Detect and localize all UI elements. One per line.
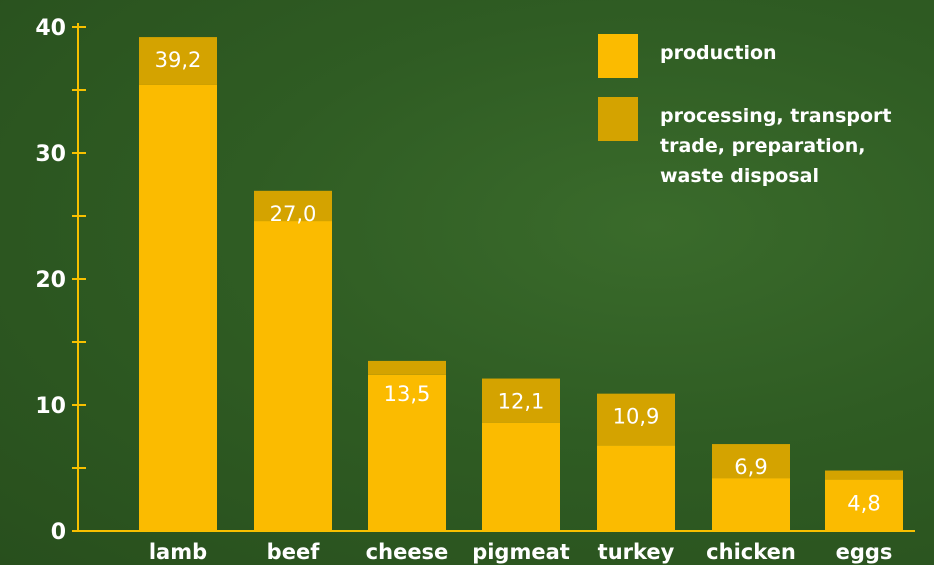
legend-swatch-1	[598, 34, 638, 78]
legend-text-2: processing, transport	[660, 105, 891, 127]
category-label-turkey: turkey	[598, 540, 675, 564]
y-tick-label: 30	[35, 142, 66, 167]
category-label-chicken: chicken	[706, 540, 796, 564]
bar-processing-cheese	[368, 360, 446, 375]
value-label-eggs: 4,8	[847, 492, 880, 516]
bar-production-pigmeat	[482, 422, 560, 531]
bar-processing-eggs	[825, 470, 903, 480]
y-tick-label: 10	[35, 394, 66, 419]
y-tick-label: 0	[51, 520, 66, 545]
bar-production-turkey	[597, 445, 675, 531]
bar-processing-beef	[254, 190, 332, 222]
value-label-turkey: 10,9	[613, 405, 660, 429]
value-label-cheese: 13,5	[384, 382, 431, 406]
bar-processing-lamb	[139, 37, 217, 85]
bar-production-lamb	[139, 84, 217, 532]
value-label-beef: 27,0	[270, 202, 317, 226]
category-label-eggs: eggs	[836, 540, 893, 564]
bar-production-beef	[254, 221, 332, 532]
legend-text-2: trade, preparation,	[660, 135, 865, 157]
category-label-beef: beef	[267, 540, 321, 564]
category-label-cheese: cheese	[366, 540, 449, 564]
legend-swatch-2	[598, 97, 638, 141]
y-tick-label: 40	[35, 16, 66, 41]
bar-processing-pigmeat	[482, 378, 560, 423]
value-label-pigmeat: 12,1	[498, 390, 545, 414]
category-label-lamb: lamb	[149, 540, 207, 564]
bar-production-chicken	[712, 478, 790, 531]
y-tick-label: 20	[35, 268, 66, 293]
category-label-pigmeat: pigmeat	[472, 540, 570, 564]
value-label-chicken: 6,9	[734, 455, 767, 479]
bar-processing-chicken	[712, 444, 790, 479]
bar-production-cheese	[368, 374, 446, 531]
bar-production-eggs	[825, 479, 903, 531]
legend-text-2: waste disposal	[660, 165, 819, 187]
value-label-lamb: 39,2	[155, 48, 202, 72]
bar-processing-turkey	[597, 393, 675, 446]
legend-text-1: production	[660, 42, 777, 64]
